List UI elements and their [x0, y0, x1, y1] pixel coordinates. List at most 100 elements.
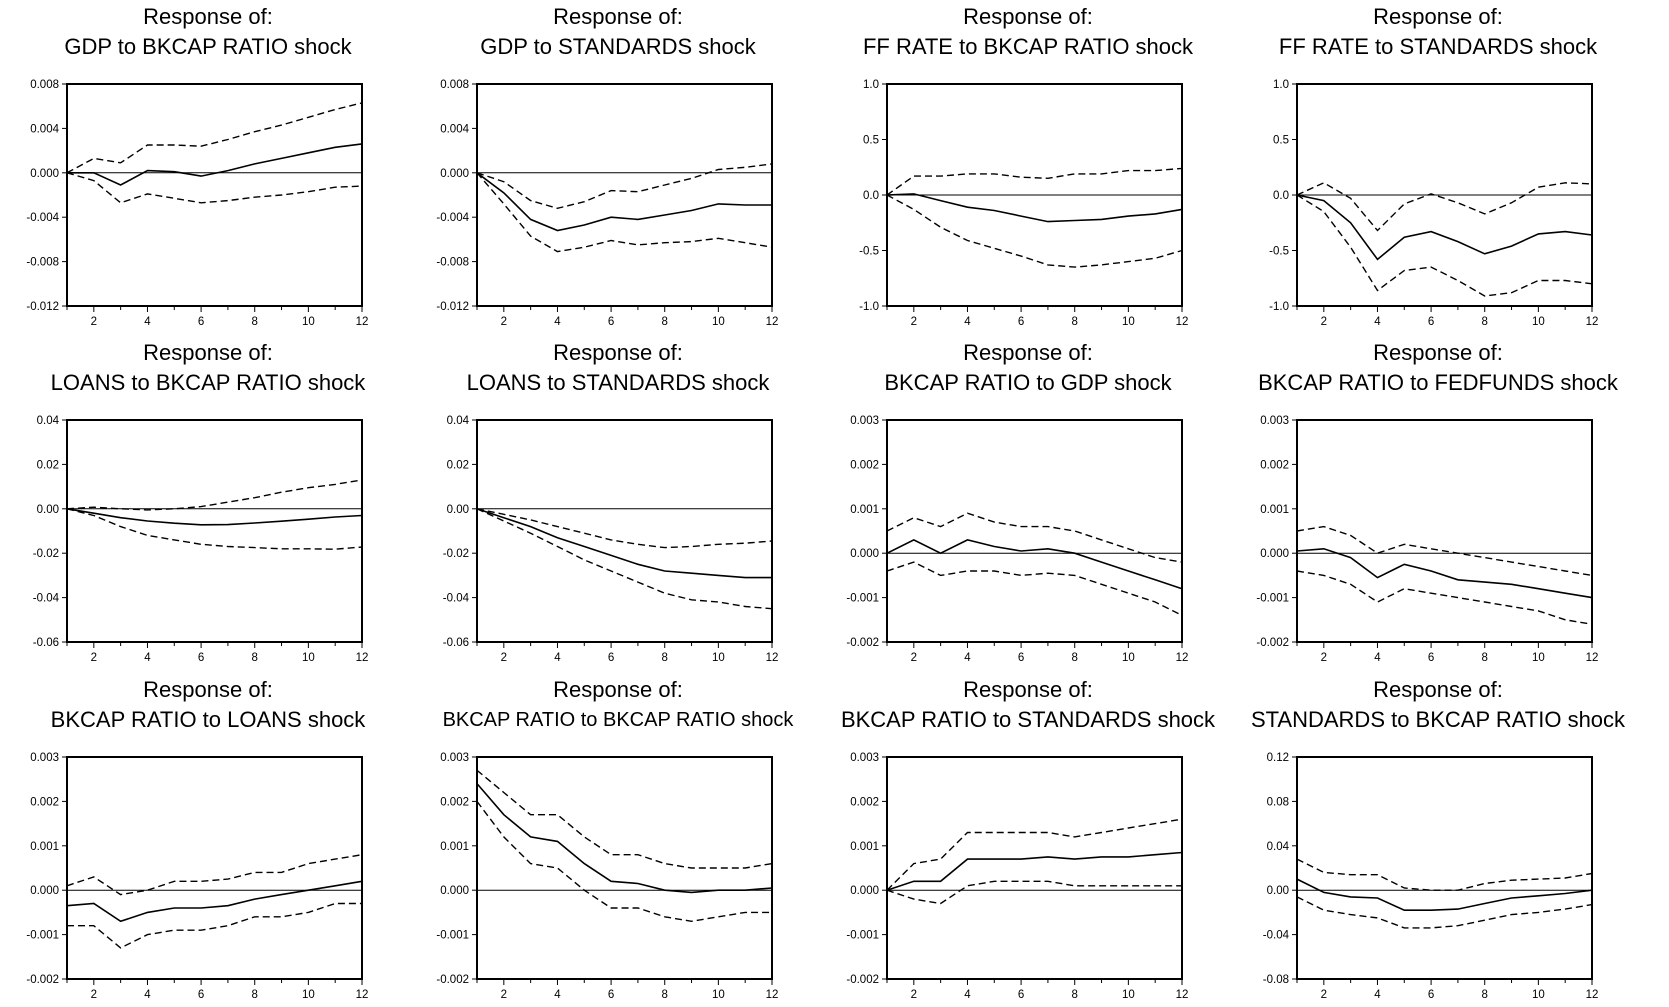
upper-band-line [886, 818, 1183, 891]
y-tick-label: 0.000 [850, 885, 879, 897]
x-tick-label: 6 [1428, 316, 1434, 328]
plot-frame [66, 83, 363, 307]
x-tick-label: 4 [1374, 989, 1381, 1001]
chart-panel: Response of: LOANS to BKCAP RATIO shock 0.… [3, 336, 413, 670]
x-tick-label: 12 [1176, 316, 1189, 328]
x-tick-label: 10 [712, 316, 725, 328]
x-tick-label: 10 [1122, 652, 1135, 664]
response-line [1296, 878, 1593, 911]
chart-subtitle: FF RATE to STANDARDS shock [1278, 34, 1598, 59]
chart-subtitle: STANDARDS to BKCAP RATIO shock [1250, 707, 1626, 732]
response-line [1296, 194, 1593, 261]
chart-title: Response of: [963, 4, 1093, 29]
y-tick-label: 0.04 [37, 415, 60, 427]
x-tick-label: 12 [1176, 652, 1189, 664]
y-tick-label: 0.000 [440, 885, 469, 897]
lower-band-line [476, 800, 772, 923]
y-tick-label: 0.0 [1273, 190, 1289, 202]
y-tick-label: 0.002 [30, 796, 59, 808]
x-tick-label: 6 [1428, 989, 1434, 1001]
y-tick-label: -0.001 [436, 930, 469, 942]
x-tick-label: 12 [356, 989, 369, 1001]
y-tick-label: 0.02 [37, 459, 59, 471]
lower-band-line [1296, 194, 1593, 297]
y-tick-label: -1.0 [1269, 301, 1289, 313]
x-tick-label: 8 [662, 652, 668, 664]
lower-band-line [476, 172, 773, 253]
chart-title: Response of: [143, 340, 273, 365]
lower-band-line [66, 508, 363, 550]
x-tick-label: 10 [1122, 989, 1135, 1001]
y-tick-label: 0.04 [1267, 841, 1290, 853]
x-tick-label: 6 [608, 316, 614, 328]
chart-title: Response of: [553, 4, 683, 29]
x-tick-label: 12 [356, 652, 369, 664]
x-tick-label: 4 [554, 652, 561, 664]
y-tick-label: 0.004 [440, 123, 469, 135]
x-tick-label: 12 [356, 316, 369, 328]
y-tick-label: 0.001 [850, 504, 879, 516]
plot-frame [66, 419, 363, 643]
response-line [476, 508, 772, 579]
x-tick-label: 2 [91, 652, 97, 664]
chart-panel: Response of: FF RATE to STANDARDS shock 1.… [1233, 0, 1643, 334]
x-tick-label: 8 [662, 989, 668, 1001]
x-tick-label: 10 [1532, 652, 1545, 664]
chart-subtitle: GDP to STANDARDS shock [480, 34, 756, 59]
y-tick-label: 0.04 [447, 415, 470, 427]
x-tick-label: 8 [662, 316, 668, 328]
x-tick-label: 4 [1374, 316, 1381, 328]
y-tick-label: 0.003 [1260, 415, 1289, 427]
x-tick-label: 12 [766, 989, 779, 1001]
y-tick-label: 0.5 [863, 135, 879, 147]
x-tick-label: 2 [1321, 652, 1327, 664]
response-line [886, 193, 1183, 223]
y-tick-label: -0.02 [33, 548, 59, 560]
upper-band-line [1296, 182, 1593, 232]
lower-band-line [476, 508, 773, 610]
x-tick-label: 2 [911, 989, 917, 1001]
chart-panel: Response of: BKCAP RATIO to GDP shock 0.00… [823, 336, 1233, 670]
y-tick-label: 0.004 [30, 123, 59, 135]
chart-svg: 0.003 0.002 0.001 0.000 -0.001 -0.002 2 4 6 8 10 12 [846, 752, 1188, 1001]
x-tick-label: 6 [198, 652, 204, 664]
chart-panel: Response of: STANDARDS to BKCAP RATIO sho… [1233, 673, 1643, 1007]
x-tick-label: 8 [252, 989, 258, 1001]
y-tick-label: 0.001 [1260, 504, 1289, 516]
x-tick-label: 6 [1018, 652, 1024, 664]
response-line [476, 783, 773, 894]
x-tick-label: 4 [144, 316, 151, 328]
chart-svg: 1.0 0.5 0.0 -0.5 -1.0 2 4 6 8 10 12 [859, 79, 1189, 328]
x-tick-label: 6 [198, 989, 204, 1001]
chart-title: Response of: [553, 677, 683, 702]
x-tick-label: 2 [911, 316, 917, 328]
y-tick-label: 0.002 [1260, 459, 1289, 471]
response-line [886, 851, 1183, 891]
y-tick-label: 0.002 [440, 796, 469, 808]
y-tick-label: 0.003 [30, 752, 59, 764]
y-tick-label: -0.5 [1269, 246, 1289, 258]
y-tick-label: -0.008 [26, 257, 59, 269]
chart-title: Response of: [1373, 340, 1503, 365]
chart-subtitle: GDP to BKCAP RATIO shock [64, 34, 352, 59]
y-tick-label: 0.12 [1267, 752, 1289, 764]
x-tick-label: 4 [554, 989, 561, 1001]
y-tick-label: 0.001 [440, 841, 469, 853]
y-tick-label: -0.06 [443, 637, 469, 649]
plot-frame [476, 419, 773, 643]
y-tick-label: 0.008 [30, 79, 59, 91]
x-tick-label: 12 [1586, 316, 1599, 328]
x-tick-label: 2 [91, 989, 97, 1001]
x-tick-label: 10 [302, 652, 315, 664]
upper-band-line [476, 508, 773, 549]
y-tick-label: 0.000 [850, 548, 879, 560]
upper-band-line [886, 512, 1183, 563]
y-tick-label: 0.002 [850, 796, 879, 808]
chart-title: Response of: [963, 677, 1093, 702]
y-tick-label: 0.00 [37, 504, 59, 516]
plot-frame [476, 83, 773, 307]
y-tick-label: -0.002 [846, 974, 879, 986]
plot-frame [1296, 419, 1593, 643]
y-tick-label: 0.08 [1267, 796, 1289, 808]
